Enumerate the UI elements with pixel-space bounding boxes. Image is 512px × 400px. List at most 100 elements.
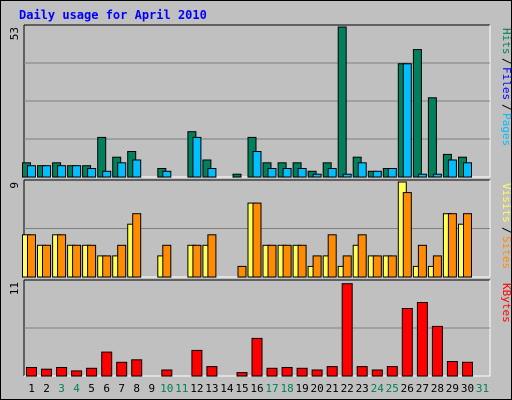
x-tick-label-day-4: 4 xyxy=(73,382,80,395)
bar-sites-day-26 xyxy=(402,192,412,278)
chart-title: Daily usage for April 2010 xyxy=(19,8,207,22)
bar-files-day-3 xyxy=(57,165,67,178)
bar-files-day-4 xyxy=(72,165,82,178)
bar-hits-day-6 xyxy=(97,136,107,178)
bar-files-day-30 xyxy=(463,162,472,178)
bar-kbytes-day-2 xyxy=(41,368,52,377)
x-tick-label-day-26: 26 xyxy=(401,382,414,395)
bar-kbytes-day-16 xyxy=(251,337,263,377)
bar-sites-day-19 xyxy=(297,244,307,278)
x-tick-label-day-7: 7 xyxy=(118,382,125,395)
x-tick-label-day-31: 31 xyxy=(476,382,489,395)
bar-kbytes-day-22 xyxy=(341,283,353,377)
legend-visits: Visits / Sites xyxy=(500,183,512,269)
bar-kbytes-day-25 xyxy=(386,366,398,377)
bar-sites-day-30 xyxy=(463,213,472,278)
x-tick-label-day-15: 15 xyxy=(235,382,248,395)
bar-sites-day-24 xyxy=(372,255,382,278)
bar-sites-day-28 xyxy=(432,255,442,278)
bar-sites-day-16 xyxy=(252,202,262,278)
panel-visits: 9 Visits / Sites xyxy=(8,179,512,278)
bar-files-day-2 xyxy=(42,165,51,178)
legend-files: Files xyxy=(500,67,512,100)
y-max-label: 9 xyxy=(8,182,21,189)
bar-files-day-6 xyxy=(102,170,112,178)
bar-sites-day-29 xyxy=(447,213,457,278)
legend-sites: Sites xyxy=(500,236,512,269)
x-tick-label-day-10: 10 xyxy=(160,382,173,395)
bar-files-day-10 xyxy=(162,170,172,178)
legend-kbytes: KBytes xyxy=(500,283,512,323)
bar-hits-day-22 xyxy=(337,26,347,178)
bar-files-day-1 xyxy=(27,165,36,178)
x-tick-label-day-3: 3 xyxy=(58,382,65,395)
bar-kbytes-day-28 xyxy=(431,325,443,377)
x-tick-label-day-16: 16 xyxy=(250,382,263,395)
legend-pages: Pages xyxy=(500,113,512,146)
bar-sites-day-20 xyxy=(312,255,322,278)
panel-hits: 53 Hits / Files / Pages xyxy=(8,24,512,178)
bar-files-day-12 xyxy=(192,136,202,178)
x-tick-label-day-30: 30 xyxy=(461,382,474,395)
x-tick-label-day-23: 23 xyxy=(356,382,369,395)
legend-slash: / xyxy=(500,227,512,234)
x-tick-label-day-18: 18 xyxy=(280,382,293,395)
bar-files-day-18 xyxy=(282,168,292,178)
bar-sites-day-12 xyxy=(192,244,202,278)
x-tick-label-day-5: 5 xyxy=(88,382,95,395)
bar-kbytes-day-26 xyxy=(401,308,413,377)
bar-kbytes-day-5 xyxy=(86,367,98,377)
bar-kbytes-day-12 xyxy=(191,349,203,377)
x-tick-label-day-29: 29 xyxy=(446,382,459,395)
bar-sites-day-18 xyxy=(282,244,292,278)
bar-kbytes-day-29 xyxy=(446,361,458,377)
bar-sites-day-22 xyxy=(342,255,352,278)
bar-kbytes-day-23 xyxy=(356,366,368,377)
bar-kbytes-day-18 xyxy=(281,367,293,377)
x-tick-label-day-9: 9 xyxy=(148,382,155,395)
bar-sites-day-1 xyxy=(27,234,36,278)
bar-sites-day-27 xyxy=(417,244,427,278)
x-tick-label-day-17: 17 xyxy=(265,382,278,395)
bar-sites-day-2 xyxy=(42,244,51,278)
bar-sites-day-5 xyxy=(87,244,97,278)
bar-files-day-19 xyxy=(297,168,307,178)
bar-kbytes-day-17 xyxy=(266,367,278,377)
legend-slash: / xyxy=(500,58,512,65)
bar-kbytes-day-19 xyxy=(296,367,308,377)
bar-files-day-8 xyxy=(132,159,142,178)
legend-slash: / xyxy=(500,104,512,111)
legend-visits: Visits xyxy=(500,183,512,223)
x-tick-label-day-22: 22 xyxy=(341,382,354,395)
bar-files-day-29 xyxy=(447,159,457,178)
bar-kbytes-day-7 xyxy=(116,361,128,377)
x-tick-label-day-24: 24 xyxy=(371,382,385,395)
bar-kbytes-day-10 xyxy=(161,369,173,377)
legend-hits: Hits / Files / Pages xyxy=(500,28,512,146)
bar-kbytes-day-1 xyxy=(26,367,37,377)
x-tick-label-day-8: 8 xyxy=(133,382,140,395)
bar-files-day-21 xyxy=(327,168,337,178)
x-tick-label-day-27: 27 xyxy=(416,382,429,395)
bar-kbytes-day-27 xyxy=(416,302,428,377)
bar-files-day-27 xyxy=(417,173,427,178)
bar-files-day-7 xyxy=(117,162,127,178)
bar-sites-day-6 xyxy=(102,255,112,278)
x-tick-label-day-1: 1 xyxy=(28,382,35,395)
x-tick-label-day-14: 14 xyxy=(220,382,234,395)
bar-files-day-23 xyxy=(357,162,367,178)
bar-files-day-24 xyxy=(372,170,382,178)
x-tick-label-day-12: 12 xyxy=(190,382,203,395)
bar-files-day-5 xyxy=(87,168,97,178)
x-tick-label-day-6: 6 xyxy=(103,382,110,395)
x-tick-label-day-11: 11 xyxy=(175,382,188,395)
y-max-label: 53 xyxy=(8,27,21,40)
x-tick-label-day-2: 2 xyxy=(43,382,50,395)
bar-kbytes-day-3 xyxy=(56,367,68,377)
bar-files-day-28 xyxy=(432,173,442,178)
bar-files-day-20 xyxy=(312,173,322,178)
bar-kbytes-day-13 xyxy=(206,366,218,377)
bar-hits-day-28 xyxy=(427,97,437,178)
